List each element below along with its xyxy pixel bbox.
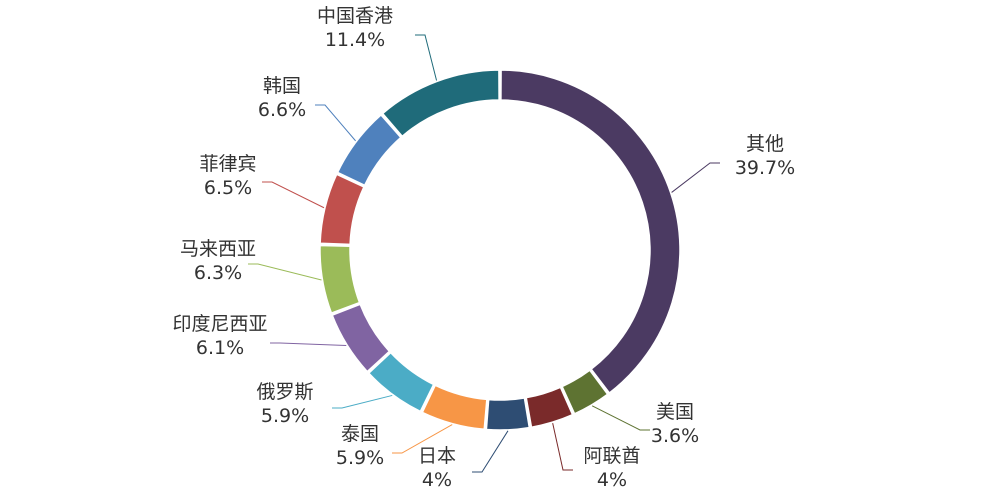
- leader-line-10: [315, 104, 356, 142]
- slice-7: [331, 303, 391, 373]
- slice-value-9: 6.5%: [204, 177, 252, 199]
- leader-line-3: [552, 423, 573, 471]
- slice-label-6: 俄罗斯: [256, 381, 313, 403]
- slice-label-4: 日本: [418, 445, 456, 467]
- slice-label-7: 印度尼西亚: [172, 313, 267, 335]
- labels-layer: 其他39.7%美国3.6%阿联酋4%日本4%泰国5.9%俄罗斯5.9%印度尼西亚…: [172, 5, 795, 491]
- leader-line-6: [332, 394, 393, 409]
- leader-lines-layer: [248, 34, 720, 473]
- slice-value-6: 5.9%: [261, 405, 309, 427]
- slice-9: [319, 173, 365, 246]
- slice-value-1: 39.7%: [735, 157, 795, 179]
- leader-line-2: [591, 405, 650, 431]
- leader-line-5: [392, 424, 453, 454]
- slice-value-5: 5.9%: [336, 447, 384, 469]
- slice-11: [381, 69, 500, 138]
- slice-label-8: 马来西亚: [180, 238, 256, 260]
- slice-label-1: 其他: [746, 133, 784, 155]
- leader-line-11: [415, 34, 438, 81]
- slice-label-3: 阿联酋: [583, 445, 640, 467]
- slice-value-7: 6.1%: [196, 337, 244, 359]
- slice-value-11: 11.4%: [325, 29, 385, 51]
- leader-line-4: [472, 430, 509, 473]
- slice-3: [525, 386, 574, 429]
- slices-layer: [319, 69, 681, 431]
- slice-value-2: 3.6%: [651, 425, 699, 447]
- slice-4: [485, 397, 531, 431]
- slice-10: [336, 113, 402, 187]
- slice-6: [367, 351, 435, 413]
- slice-1: [500, 69, 681, 394]
- slice-value-4: 4%: [422, 469, 452, 491]
- slice-value-3: 4%: [597, 469, 627, 491]
- leader-line-7: [270, 342, 347, 347]
- leader-line-9: [262, 181, 325, 209]
- slice-5: [421, 384, 488, 431]
- slice-label-2: 美国: [656, 401, 694, 423]
- leader-line-8: [248, 263, 322, 281]
- slice-2: [561, 369, 609, 415]
- slice-value-10: 6.6%: [258, 99, 306, 121]
- slice-label-10: 韩国: [263, 75, 301, 97]
- leader-line-1: [671, 162, 720, 193]
- slice-value-8: 6.3%: [194, 262, 242, 284]
- slice-label-9: 菲律宾: [199, 153, 256, 175]
- slice-label-5: 泰国: [341, 423, 379, 445]
- slice-8: [319, 244, 361, 315]
- slice-label-11: 中国香港: [317, 5, 393, 27]
